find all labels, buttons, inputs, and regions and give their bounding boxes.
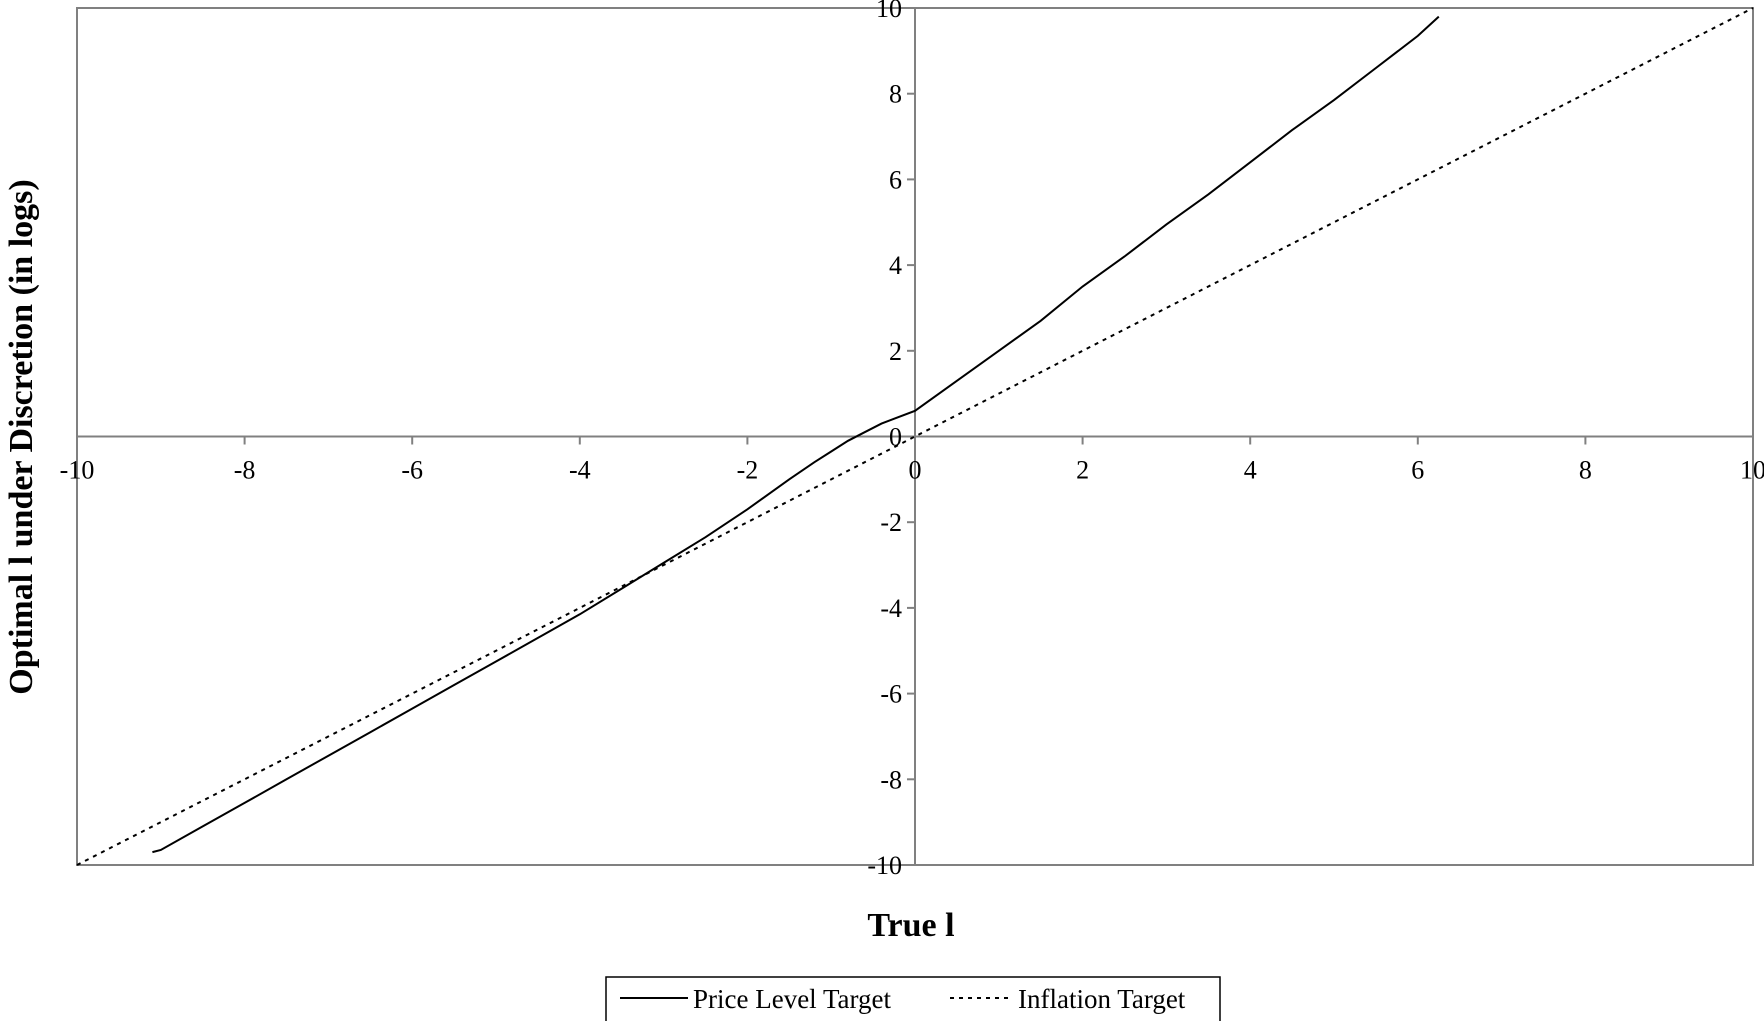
x-tick-label: -10 xyxy=(60,456,95,485)
y-tick-labels: -10 -8 -6 -4 -2 0 2 4 6 8 10 xyxy=(867,0,902,880)
x-tick-label: 6 xyxy=(1411,456,1424,485)
y-tick-label: -6 xyxy=(880,680,902,709)
y-tick-label: -8 xyxy=(880,765,902,794)
y-tick-label: 4 xyxy=(889,251,902,280)
y-tick-label: -10 xyxy=(867,851,902,880)
x-tick-label: 0 xyxy=(909,456,922,485)
y-tick-label: 0 xyxy=(889,423,902,452)
legend: Price Level Target Inflation Target xyxy=(605,976,1221,1021)
series-line-price-level-target xyxy=(152,15,1440,854)
x-tick-label: 4 xyxy=(1244,456,1257,485)
x-tick-label: -6 xyxy=(401,456,423,485)
y-tick-label: 2 xyxy=(889,337,902,366)
x-axis-title: True l xyxy=(867,907,954,944)
x-tick-label: 2 xyxy=(1076,456,1089,485)
series-line-inflation-target xyxy=(76,7,1754,866)
legend-label-price-level-target: Price Level Target xyxy=(693,984,892,1014)
y-tick-label: -4 xyxy=(880,594,902,623)
legend-box xyxy=(605,976,1221,1021)
x-tick-label: -2 xyxy=(737,456,759,485)
x-tick-labels: -10 -8 -6 -4 -2 0 2 4 6 8 10 xyxy=(60,456,1764,485)
legend-label-inflation-target: Inflation Target xyxy=(1018,984,1186,1014)
y-tick-label: 10 xyxy=(876,0,902,23)
y-axis-title: Optimal l under Discretion (in logs) xyxy=(3,179,40,694)
y-tick-label: -2 xyxy=(880,508,902,537)
x-tick-label: 8 xyxy=(1579,456,1592,485)
y-tick-label: 8 xyxy=(889,80,902,109)
series-lines xyxy=(76,7,1754,866)
x-tick-label: -4 xyxy=(569,456,591,485)
axes xyxy=(76,7,1754,866)
x-tick-label: -8 xyxy=(234,456,256,485)
y-tick-label: 6 xyxy=(889,165,902,194)
x-tick-label: 10 xyxy=(1740,456,1764,485)
